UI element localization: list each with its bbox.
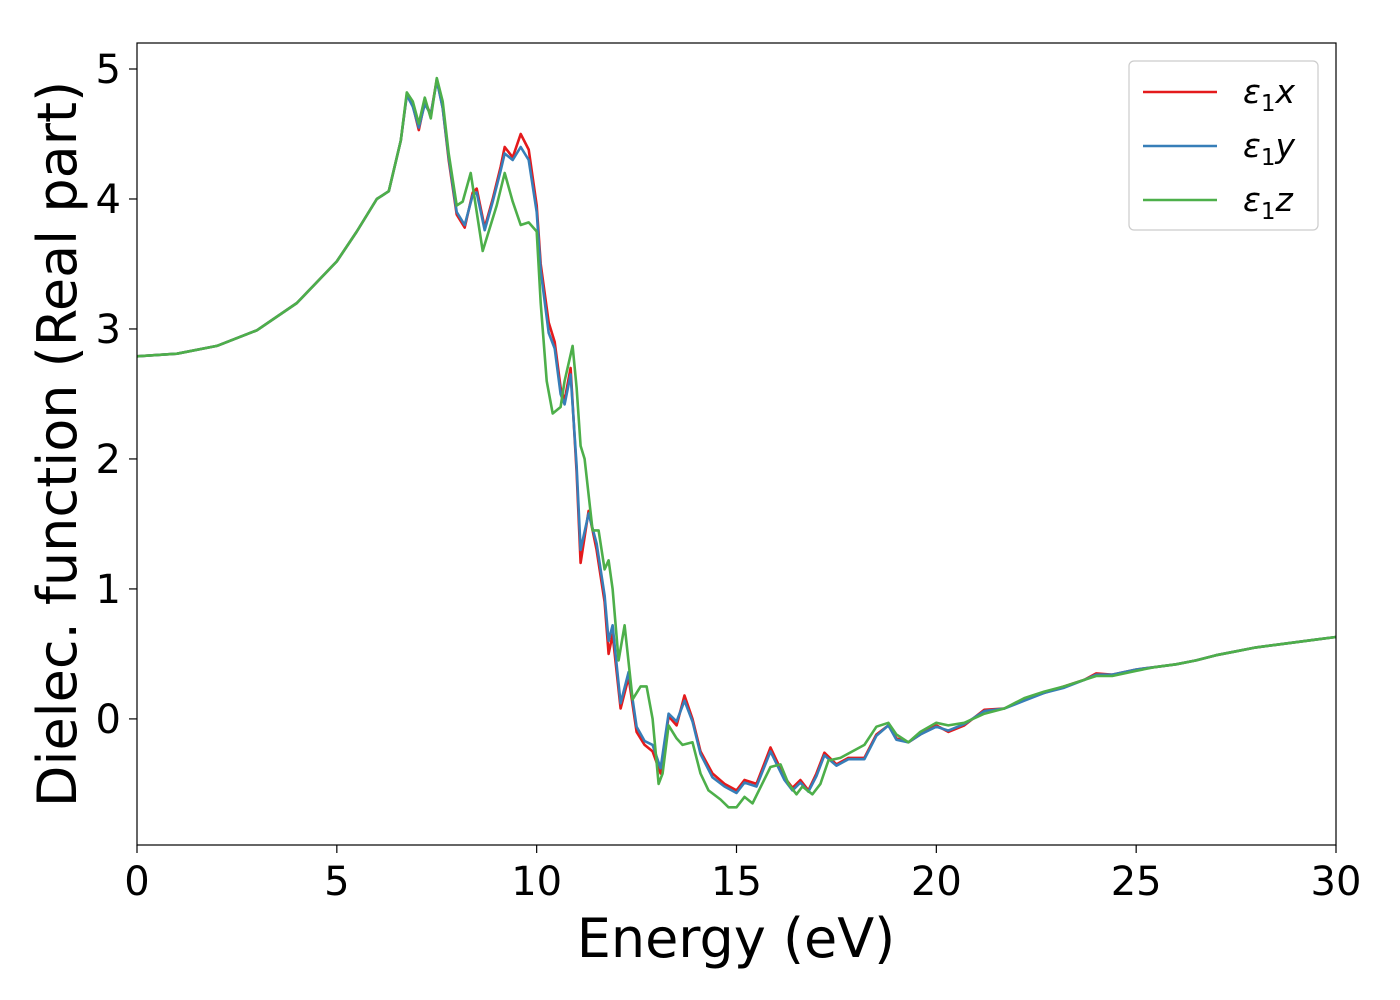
- legend-entry-x: ε1x: [1243, 72, 1295, 117]
- legend-entry-z: ε1z: [1243, 180, 1293, 225]
- x-tick-label: 25: [1111, 859, 1162, 905]
- x-tick-label: 5: [324, 859, 349, 905]
- x-tick-label: 30: [1311, 859, 1362, 905]
- y-axis-label: Dielec. function (Real part): [26, 81, 89, 807]
- legend-symbol: ε: [1243, 126, 1261, 165]
- y-tick-label: 1: [96, 567, 121, 613]
- x-tick-label: 15: [711, 859, 762, 905]
- legend-subscript: 1: [1261, 199, 1276, 225]
- x-tick-label: 10: [511, 859, 562, 905]
- legend-entry-y: ε1y: [1243, 126, 1295, 171]
- legend-symbol: ε: [1243, 180, 1261, 219]
- series-layer: [137, 76, 1336, 809]
- legend-variable: z: [1274, 180, 1293, 219]
- y-tick-label: 4: [96, 177, 121, 223]
- y-tick-label: 5: [96, 47, 121, 93]
- x-tick-label: 0: [124, 859, 149, 905]
- x-axis-label: Energy (eV): [577, 907, 896, 970]
- legend-subscript: 1: [1261, 91, 1276, 117]
- x-axis: 0 5 10 15 20 25 30: [124, 845, 1361, 905]
- legend-symbol: ε: [1243, 72, 1261, 111]
- legend-variable: y: [1274, 126, 1295, 165]
- series-line-z: [137, 76, 1336, 809]
- y-tick-label: 3: [96, 307, 121, 353]
- y-tick-label: 0: [96, 697, 121, 743]
- legend-subscript: 1: [1261, 145, 1276, 171]
- y-axis: 0 1 2 3 4 5: [96, 47, 137, 743]
- y-tick-label: 2: [96, 437, 121, 483]
- legend-variable: x: [1274, 72, 1295, 111]
- legend-box: [1128, 60, 1319, 231]
- x-tick-label: 20: [911, 859, 962, 905]
